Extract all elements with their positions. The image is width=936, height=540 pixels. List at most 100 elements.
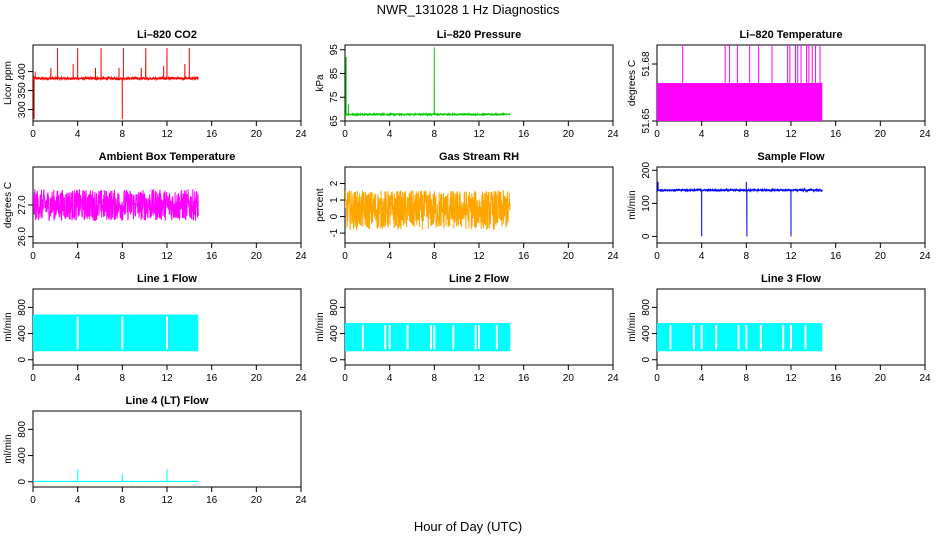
x-tick-label: 16 bbox=[518, 251, 530, 262]
x-tick-label: 20 bbox=[875, 251, 887, 262]
x-tick-label: 24 bbox=[607, 251, 619, 262]
data-line bbox=[345, 190, 511, 230]
x-tick-label: 24 bbox=[607, 373, 619, 384]
x-tick-label: 12 bbox=[785, 129, 797, 140]
x-axis-label: Hour of Day (UTC) bbox=[414, 519, 522, 534]
y-tick-label: 26.0 bbox=[17, 226, 28, 246]
data-line bbox=[657, 181, 823, 237]
series-line1 bbox=[33, 314, 199, 352]
x-tick-label: 24 bbox=[295, 373, 307, 384]
series-co2 bbox=[33, 47, 199, 120]
data-line bbox=[345, 47, 511, 117]
panel-pressure: Li–820 Pressure 0 4 8 12 16 20 24 65 75 85 95 kPa bbox=[315, 29, 619, 140]
x-tick-label: 16 bbox=[830, 129, 842, 140]
panel-ambient_temp: Ambient Box Temperature 0 4 8 12 16 20 24 26.0 27… bbox=[3, 151, 307, 262]
series-line3 bbox=[657, 323, 823, 352]
page-title: NWR_131028 1 Hz Diagnostics bbox=[377, 2, 560, 17]
panel-title: Li–820 Temperature bbox=[739, 29, 842, 41]
y-tick-label: 0 bbox=[329, 357, 340, 363]
data-gap bbox=[406, 325, 409, 350]
panel-title: Sample Flow bbox=[757, 151, 825, 163]
y-tick-label: 51.65 bbox=[641, 108, 652, 133]
y-axis-label: degrees C bbox=[3, 182, 14, 228]
x-tick-label: 8 bbox=[120, 251, 126, 262]
y-tick-label: 300 bbox=[17, 101, 28, 118]
panel-title: Line 1 Flow bbox=[137, 273, 197, 285]
data-band bbox=[657, 83, 823, 121]
data-gap bbox=[76, 316, 79, 350]
x-tick-label: 16 bbox=[206, 373, 218, 384]
data-gap bbox=[737, 325, 740, 350]
panel-title: Ambient Box Temperature bbox=[99, 151, 236, 163]
x-tick-label: 0 bbox=[654, 251, 660, 262]
x-tick-label: 8 bbox=[432, 129, 438, 140]
y-tick-label: 85 bbox=[329, 68, 340, 80]
panel-title: Line 2 Flow bbox=[449, 273, 509, 285]
data-gap bbox=[384, 325, 387, 350]
x-tick-label: 16 bbox=[830, 251, 842, 262]
y-tick-label: 400 bbox=[17, 325, 28, 342]
y-axis-label: percent bbox=[315, 188, 326, 222]
y-tick-label: 2 bbox=[329, 180, 340, 186]
y-tick-label: 800 bbox=[641, 299, 652, 316]
series-sample_flow bbox=[657, 181, 823, 237]
x-tick-label: 4 bbox=[387, 373, 393, 384]
x-tick-label: 24 bbox=[295, 251, 307, 262]
y-axis-label: ml/min bbox=[3, 312, 14, 341]
x-tick-label: 16 bbox=[206, 251, 218, 262]
y-tick-label: -1 bbox=[329, 228, 340, 237]
x-tick-label: 0 bbox=[30, 251, 36, 262]
data-gap bbox=[429, 325, 432, 350]
data-gap bbox=[759, 325, 762, 350]
x-tick-label: 0 bbox=[30, 373, 36, 384]
x-tick-label: 4 bbox=[387, 129, 393, 140]
data-gap bbox=[433, 325, 436, 350]
y-tick-label: 95 bbox=[329, 44, 340, 56]
y-axis-label: kPa bbox=[315, 74, 326, 92]
y-tick-label: 51.68 bbox=[641, 51, 652, 76]
x-tick-label: 16 bbox=[518, 129, 530, 140]
x-tick-label: 4 bbox=[75, 495, 81, 506]
data-gap bbox=[790, 325, 792, 350]
x-tick-label: 12 bbox=[473, 251, 485, 262]
y-tick-label: 800 bbox=[17, 299, 28, 316]
x-tick-label: 8 bbox=[120, 129, 126, 140]
x-tick-label: 20 bbox=[251, 251, 263, 262]
x-tick-label: 8 bbox=[432, 251, 438, 262]
y-axis-label: degrees C bbox=[627, 60, 638, 106]
y-tick-label: 800 bbox=[17, 421, 28, 438]
panel-title: Line 3 Flow bbox=[761, 273, 821, 285]
data-gap bbox=[700, 325, 703, 350]
panel-title: Li–820 CO2 bbox=[137, 29, 197, 41]
x-tick-label: 12 bbox=[161, 373, 173, 384]
x-tick-label: 0 bbox=[342, 373, 348, 384]
x-tick-label: 24 bbox=[295, 129, 307, 140]
x-tick-label: 12 bbox=[473, 129, 485, 140]
data-gap bbox=[166, 316, 168, 350]
x-tick-label: 20 bbox=[251, 129, 263, 140]
data-band bbox=[345, 323, 511, 352]
x-tick-label: 4 bbox=[699, 129, 705, 140]
x-tick-label: 8 bbox=[744, 373, 750, 384]
x-tick-label: 12 bbox=[785, 251, 797, 262]
x-tick-label: 16 bbox=[206, 495, 218, 506]
y-tick-label: 400 bbox=[17, 447, 28, 464]
data-gap bbox=[361, 325, 364, 350]
plot-frame bbox=[344, 44, 614, 122]
x-tick-label: 24 bbox=[919, 129, 931, 140]
x-tick-label: 20 bbox=[251, 373, 263, 384]
x-tick-label: 20 bbox=[875, 129, 887, 140]
panel-title: Li–820 Pressure bbox=[437, 29, 521, 41]
x-tick-label: 12 bbox=[161, 251, 173, 262]
x-tick-label: 20 bbox=[875, 373, 887, 384]
x-tick-label: 16 bbox=[830, 373, 842, 384]
x-tick-label: 24 bbox=[919, 251, 931, 262]
data-gap bbox=[121, 316, 124, 350]
x-tick-label: 20 bbox=[563, 251, 575, 262]
y-axis-label: ml/min bbox=[627, 312, 638, 341]
